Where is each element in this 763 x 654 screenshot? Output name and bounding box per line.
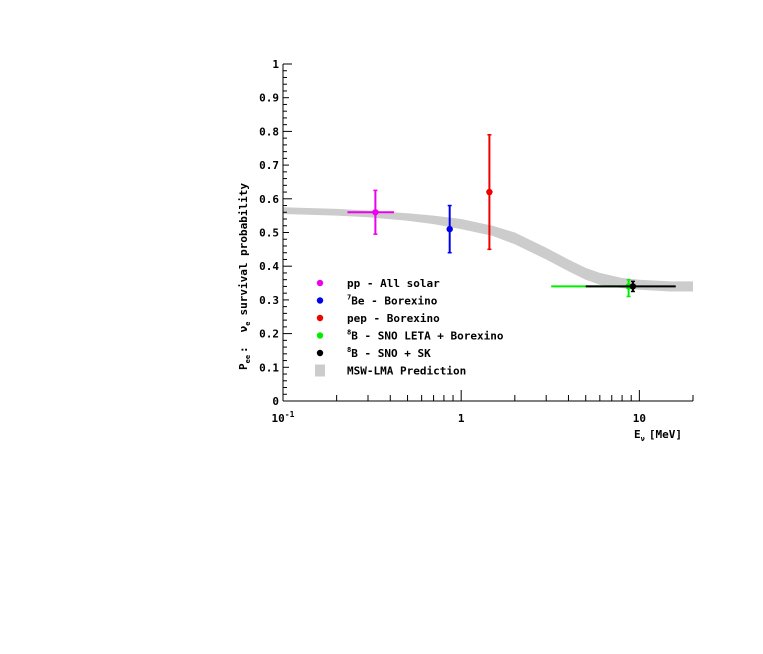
- legend: pp - All solar 7Be - Borexino pep - Borexi…: [315, 277, 504, 378]
- msw-lma-band-layer: [283, 207, 693, 292]
- y-axis-title-subscript: ee: [244, 355, 252, 363]
- legend-label-text: B - SNO LETA + Borexino: [351, 330, 504, 343]
- legend-label: pp - All solar: [347, 277, 440, 290]
- y-tick-label: 0.1: [259, 361, 279, 374]
- data-point-2: [486, 134, 493, 251]
- legend-label: 7Be - Borexino: [347, 294, 438, 308]
- legend-marker: [316, 297, 324, 304]
- x-tick-label-exponent: -1: [285, 410, 295, 419]
- legend-label-text: Be - Borexino: [351, 295, 437, 308]
- y-axis-title-separator: :: [237, 346, 250, 353]
- y-tick-label: 1: [272, 58, 279, 71]
- legend-label: pep - Borexino: [347, 312, 440, 325]
- y-tick-label: 0.9: [259, 92, 279, 105]
- legend-marker: [316, 314, 324, 322]
- y-tick-label: 0.7: [259, 159, 279, 172]
- data-marker: [372, 209, 379, 216]
- msw-lma-band: [283, 207, 693, 292]
- x-tick-label-base: 1: [458, 412, 465, 425]
- x-tick-label-base: 10: [272, 412, 285, 425]
- y-tick-label: 0.5: [259, 227, 279, 240]
- y-tick-label: 0.8: [259, 125, 279, 138]
- y-axis-title-text: survival probability: [237, 183, 250, 316]
- data-marker: [446, 225, 453, 233]
- y-tick-label: 0.3: [259, 294, 279, 307]
- data-point-0: [347, 189, 395, 235]
- x-axis-title: Eν [MeV]: [634, 428, 682, 443]
- x-tick-label: 10-1: [272, 410, 295, 425]
- legend-label: 8B - SNO + SK: [347, 346, 431, 360]
- data-marker: [629, 283, 637, 290]
- y-axis-title-symbol: P: [237, 363, 250, 370]
- y-axis-title: Pee: νe survival probability: [237, 183, 252, 370]
- data-point-1: [446, 204, 453, 254]
- x-axis-title-symbol: E: [634, 428, 641, 441]
- legend-label-superscript: 8: [347, 329, 351, 337]
- legend-label-superscript: 7: [347, 294, 351, 302]
- y-tick-label: 0: [272, 395, 279, 408]
- x-axis-title-subscript: ν: [641, 435, 645, 443]
- data-marker: [486, 188, 493, 196]
- y-tick-label: 0.2: [259, 328, 279, 341]
- x-tick-label-base: 10: [633, 412, 646, 425]
- x-axis-title-unit: [MeV]: [649, 428, 682, 441]
- x-tick-label: 10: [633, 412, 646, 425]
- legend-marker: [316, 279, 324, 287]
- x-tick-label: 1: [458, 412, 465, 425]
- y-tick-label: 0.6: [259, 193, 279, 206]
- legend-label: MSW-LMA Prediction: [347, 365, 466, 378]
- legend-band-swatch: [315, 364, 325, 377]
- y-axis-title-nu: ν: [237, 325, 250, 332]
- legend-label-text: B - SNO + SK: [351, 347, 431, 360]
- legend-marker: [316, 349, 324, 357]
- y-tick-label: 0.4: [259, 260, 279, 273]
- data-points-layer: [347, 134, 676, 298]
- y-axis-title-nu-subscript: e: [244, 321, 252, 325]
- legend-label-superscript: 8: [347, 346, 351, 354]
- data-point-4: [585, 280, 676, 293]
- legend-label: 8B - SNO LETA + Borexino: [347, 329, 504, 343]
- legend-marker: [316, 332, 324, 339]
